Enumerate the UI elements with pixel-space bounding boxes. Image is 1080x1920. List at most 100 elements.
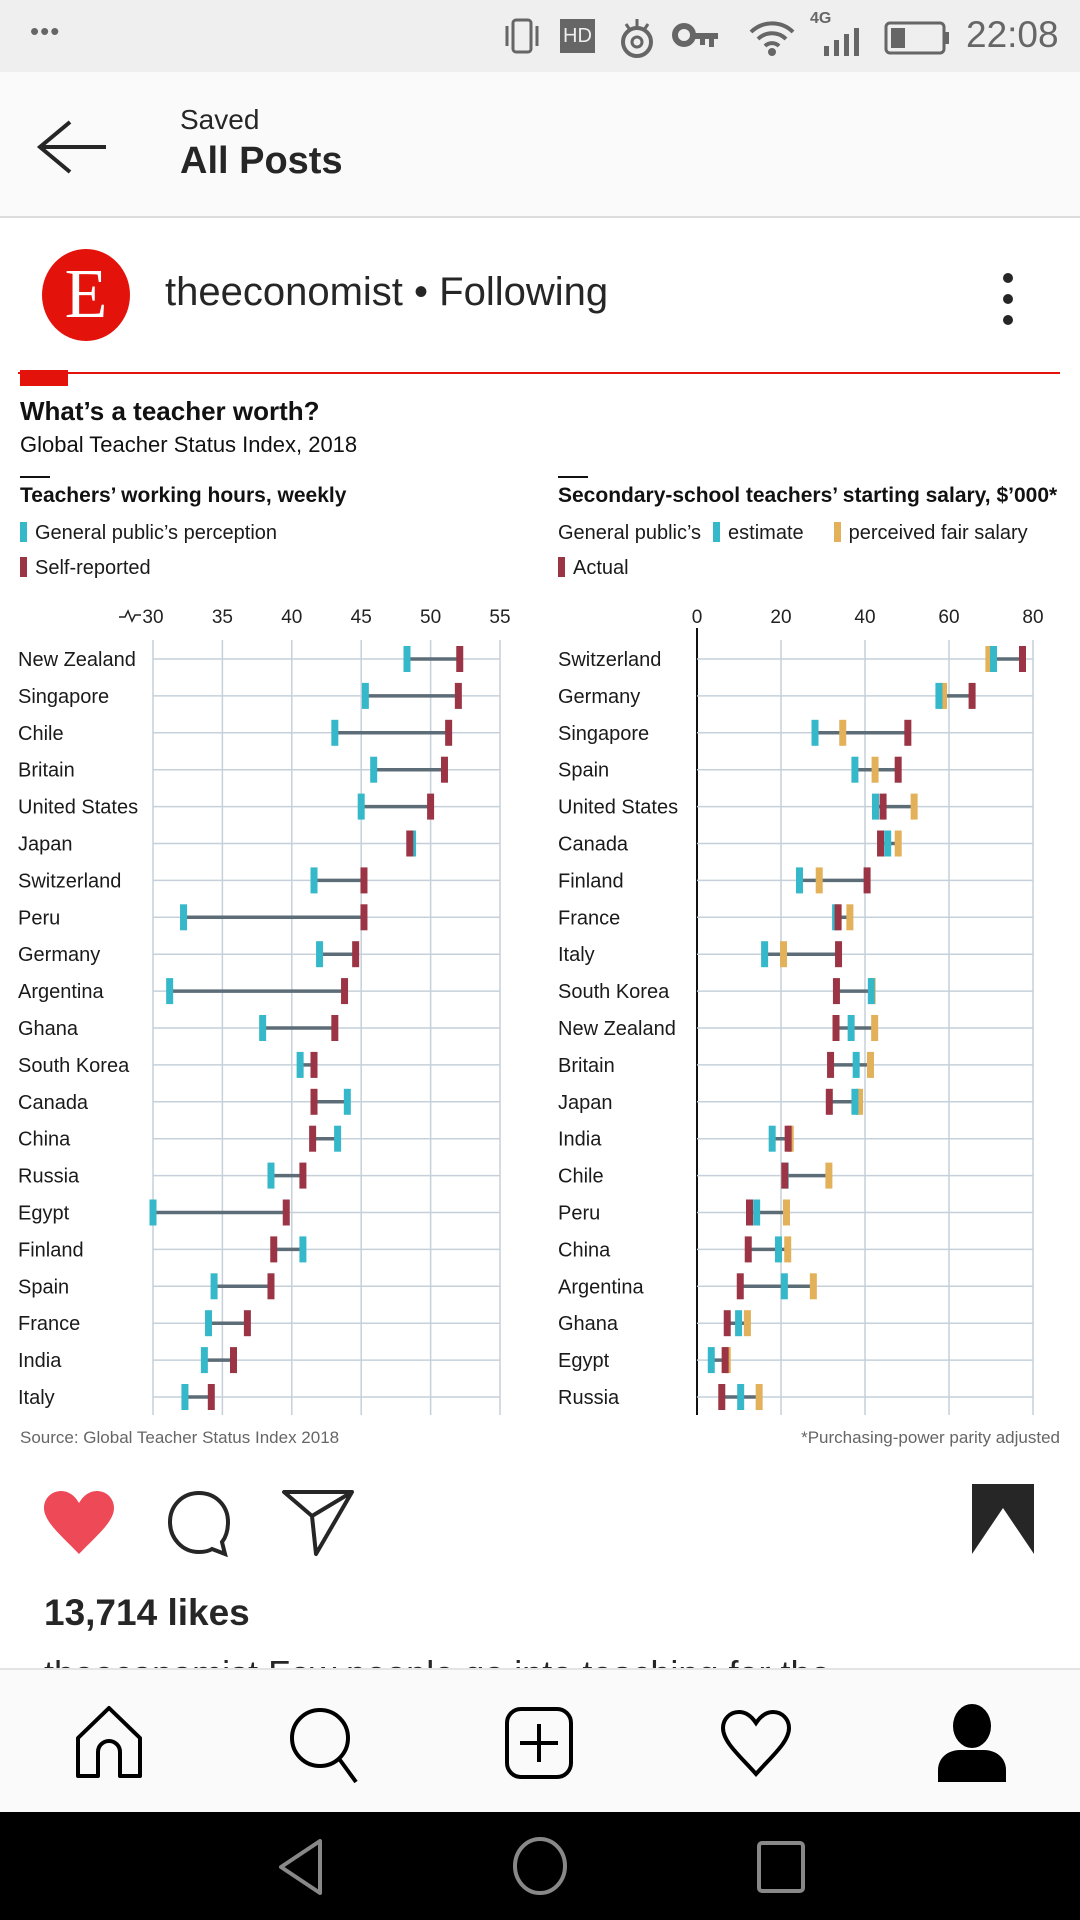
data-mark-estimate xyxy=(867,978,875,1005)
category-label: Argentina xyxy=(18,981,104,1003)
system-back-icon[interactable] xyxy=(276,1838,324,1896)
data-mark-estimate xyxy=(872,793,879,820)
data-mark-general-public-s-perception xyxy=(316,941,324,968)
data-mark-actual xyxy=(721,1347,729,1374)
heart-filled-icon[interactable] xyxy=(42,1490,116,1556)
x-tick-label: 40 xyxy=(281,607,302,628)
data-mark-actual xyxy=(835,941,843,968)
clock: 22:08 xyxy=(966,14,1059,55)
header-title: All Posts xyxy=(180,140,343,182)
data-mark-actual xyxy=(784,1125,792,1152)
data-mark-actual xyxy=(1019,646,1026,672)
category-label: Spain xyxy=(558,760,609,782)
more-options-icon[interactable] xyxy=(996,270,1020,330)
category-label: United States xyxy=(18,797,138,819)
battery-icon xyxy=(884,21,949,55)
data-mark-self-reported xyxy=(360,904,368,931)
category-label: Germany xyxy=(558,686,640,708)
profile-icon[interactable] xyxy=(938,1704,1006,1782)
category-label: China xyxy=(558,1239,611,1261)
data-mark-perceived-fair-salary xyxy=(866,1051,874,1078)
legend-self-reported: Self-reported xyxy=(20,557,151,580)
category-label: Egypt xyxy=(18,1203,70,1225)
data-mark-self-reported xyxy=(299,1162,307,1189)
new-post-icon[interactable] xyxy=(504,1706,574,1780)
data-mark-general-public-s-perception xyxy=(149,1199,157,1226)
legend-perception: General public’s perception xyxy=(20,522,277,545)
data-mark-actual xyxy=(904,719,912,746)
category-label: Canada xyxy=(558,834,629,856)
caption[interactable]: theeconomist Few people go into teaching… xyxy=(44,1652,831,1668)
data-mark-estimate xyxy=(761,941,769,968)
category-label: France xyxy=(18,1313,80,1335)
avatar-letter: E xyxy=(64,256,108,333)
separator: • xyxy=(402,270,440,314)
category-label: Canada xyxy=(18,1092,89,1114)
category-label: Italy xyxy=(558,944,595,966)
data-mark-self-reported xyxy=(267,1273,275,1300)
eye-icon xyxy=(621,19,653,58)
home-icon[interactable] xyxy=(74,1706,144,1780)
data-mark-perceived-fair-salary xyxy=(871,1015,879,1041)
system-home-icon[interactable] xyxy=(512,1836,568,1896)
data-mark-actual xyxy=(832,978,840,1005)
data-mark-self-reported xyxy=(456,646,464,672)
post-header: E theeconomist • Following xyxy=(0,218,1080,370)
panel-title-hours: Teachers’ working hours, weekly xyxy=(20,484,347,507)
category-label: Ghana xyxy=(558,1313,619,1335)
bookmark-filled-icon[interactable] xyxy=(972,1484,1034,1554)
caption-text: theeconomist Few people go into teaching… xyxy=(44,1653,831,1668)
comment-icon[interactable] xyxy=(165,1490,233,1558)
legend-label: estimate xyxy=(728,522,804,544)
data-mark-perceived-fair-salary xyxy=(894,830,902,857)
post-author: theeconomist • Following xyxy=(165,270,608,315)
data-mark-self-reported xyxy=(230,1347,238,1374)
x-tick-label: 50 xyxy=(420,607,441,628)
data-mark-general-public-s-perception xyxy=(205,1310,213,1337)
activity-heart-icon[interactable] xyxy=(720,1709,792,1778)
x-tick-label: 30 xyxy=(142,607,163,628)
category-label: South Korea xyxy=(558,981,670,1003)
search-icon[interactable] xyxy=(288,1706,360,1784)
legend-label: Self-reported xyxy=(35,557,151,579)
x-tick-label: 55 xyxy=(489,607,510,628)
data-mark-actual xyxy=(736,1273,744,1300)
legend-label: perceived fair salary xyxy=(848,522,1028,544)
category-label: Russia xyxy=(18,1166,80,1188)
x-tick-label: 0 xyxy=(692,607,703,628)
avatar[interactable]: E xyxy=(42,249,130,341)
data-mark-actual xyxy=(832,1015,840,1041)
category-label: New Zealand xyxy=(558,1018,676,1040)
category-label: Switzerland xyxy=(558,649,661,671)
legend-swatch xyxy=(20,557,27,577)
likes-count[interactable]: 13,714 likes xyxy=(44,1592,250,1633)
follow-status[interactable]: Following xyxy=(439,270,609,314)
chart-footnote: *Purchasing-power parity adjusted xyxy=(801,1428,1060,1447)
category-label: Singapore xyxy=(18,686,109,708)
data-mark-perceived-fair-salary xyxy=(839,719,847,746)
data-mark-self-reported xyxy=(310,1051,318,1078)
data-mark-actual xyxy=(834,904,842,931)
signal-icon xyxy=(824,28,859,56)
data-mark-general-public-s-perception xyxy=(267,1162,275,1189)
data-mark-general-public-s-perception xyxy=(334,1125,342,1152)
post-image-chart[interactable]: What’s a teacher worth? Global Teacher S… xyxy=(0,370,1080,1460)
panel-rule-right xyxy=(558,476,588,478)
share-icon[interactable] xyxy=(282,1490,354,1556)
data-mark-estimate xyxy=(780,1273,788,1300)
chart-plot-area: 30 35 40 45 50 55 New Zealand Singapore Chile Bri… xyxy=(18,607,1044,1415)
chart-source: Source: Global Teacher Status Index 2018 xyxy=(20,1428,340,1447)
data-mark-general-public-s-perception xyxy=(403,646,411,672)
data-mark-actual xyxy=(863,867,871,894)
data-mark-estimate xyxy=(735,1310,743,1337)
system-recents-icon[interactable] xyxy=(756,1840,806,1894)
category-label: United States xyxy=(558,797,678,819)
header-subtitle: Saved xyxy=(180,104,260,135)
legend-swatch xyxy=(20,522,27,542)
data-mark-estimate xyxy=(753,1199,761,1226)
arrow-left-icon[interactable] xyxy=(36,120,108,174)
username-link[interactable]: theeconomist xyxy=(165,270,403,314)
data-mark-estimate xyxy=(795,867,803,894)
data-mark-self-reported xyxy=(406,830,414,857)
category-label: New Zealand xyxy=(18,649,136,671)
